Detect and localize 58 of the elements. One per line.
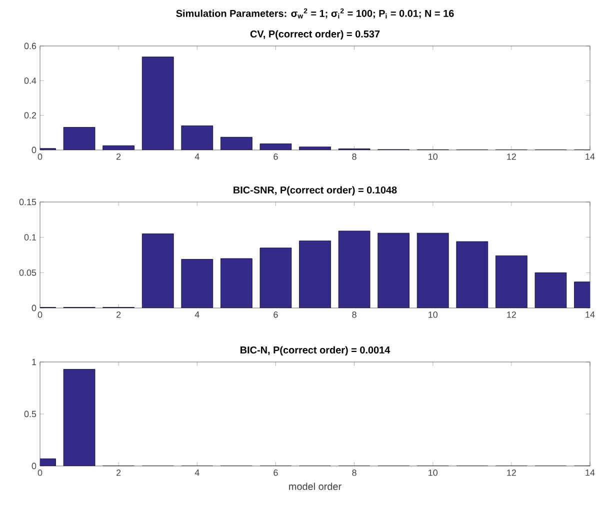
x-tick-label: 6 xyxy=(274,312,278,318)
x-tick-label: 8 xyxy=(352,154,356,160)
x-tick-label: 2 xyxy=(116,470,121,476)
y-tick-label: 0.4 xyxy=(24,77,36,84)
x-tick-label: 2 xyxy=(116,154,121,160)
x-tick-label: 4 xyxy=(194,154,200,160)
bar xyxy=(260,144,292,150)
x-tick-label: 14 xyxy=(586,312,595,318)
x-tick-label: 6 xyxy=(274,154,278,160)
chart-title: BIC-N, P(correct order) = 0.0014 xyxy=(240,346,390,356)
bar xyxy=(260,248,292,308)
bar xyxy=(496,255,528,308)
bar xyxy=(102,145,134,150)
x-tick-label: 10 xyxy=(428,470,438,476)
x-tick-label: 14 xyxy=(586,154,595,160)
x-tick-label: 12 xyxy=(507,312,516,318)
bar xyxy=(299,240,331,308)
x-tick-label: 6 xyxy=(274,470,278,476)
bar xyxy=(220,136,252,150)
x-axis-title: model order xyxy=(289,482,342,490)
x-tick-label: 2 xyxy=(116,312,121,318)
y-tick-label: 0.2 xyxy=(24,112,36,118)
y-tick-label: 0 xyxy=(32,304,36,312)
x-tick-label: 0 xyxy=(38,154,42,160)
bar xyxy=(220,258,252,308)
bar xyxy=(378,232,410,308)
x-tick-label: 12 xyxy=(507,470,516,476)
y-tick-label: 0.05 xyxy=(19,269,36,276)
y-tick-label: 0.5 xyxy=(24,410,36,418)
bar xyxy=(456,241,488,308)
bar xyxy=(181,126,214,150)
bar xyxy=(416,232,449,308)
x-tick-label: 10 xyxy=(428,154,438,160)
y-tick-label: 1 xyxy=(32,358,36,366)
bar xyxy=(142,234,174,308)
x-tick-label: 12 xyxy=(507,154,516,160)
y-tick-label: 0.6 xyxy=(24,42,36,50)
x-tick-label: 4 xyxy=(194,312,200,318)
bar xyxy=(299,146,331,150)
x-tick-label: 4 xyxy=(194,470,200,476)
x-tick-label: 8 xyxy=(352,470,356,476)
x-tick-label: 8 xyxy=(352,312,356,318)
bar xyxy=(142,56,174,150)
chart-title: Simulation Parameters: σ$_{w}$$^{2}$ = 1; σ$_{i}$$^{2}$ = 100; P$_{i}$ = 0.01; N = 16 xyxy=(176,8,454,18)
x-tick-label: 14 xyxy=(586,470,595,476)
chart-title: BIC-SNR, P(correct order) = 0.1048 xyxy=(234,186,397,196)
bar xyxy=(181,259,214,308)
bar xyxy=(338,230,370,308)
x-tick-label: 10 xyxy=(428,312,438,318)
chart-subtitle: CV, P(correct order) = 0.537 xyxy=(250,30,380,40)
y-tick-label: 0.1 xyxy=(24,234,36,240)
bar xyxy=(63,127,96,150)
y-tick-label: 0 xyxy=(32,462,36,470)
x-tick-label: 0 xyxy=(38,312,42,318)
y-tick-label: 0.15 xyxy=(19,198,36,206)
bar xyxy=(534,272,567,308)
x-tick-label: 0 xyxy=(38,470,42,476)
y-tick-label: 0 xyxy=(32,146,36,154)
